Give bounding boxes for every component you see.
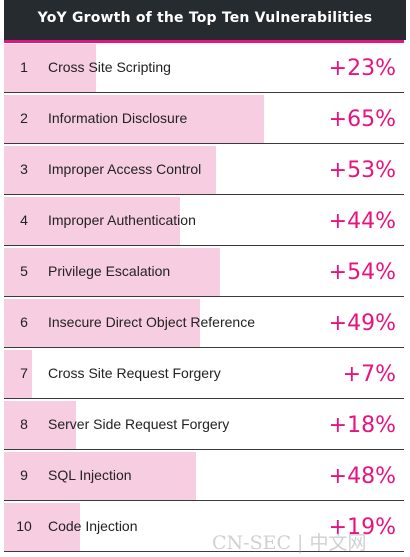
category-label: Cross Site Request Forgery	[48, 365, 221, 381]
category-label: Server Side Request Forgery	[48, 416, 230, 432]
chart-bar	[4, 146, 216, 194]
rank-label: 8	[20, 416, 28, 432]
chart-row: 1 Cross Site Scripting +23%	[4, 44, 404, 95]
rank-label: 10	[16, 518, 32, 534]
value-label: +23%	[328, 56, 396, 81]
rank-label: 4	[20, 212, 28, 228]
value-label: +65%	[328, 107, 396, 132]
rank-label: 2	[20, 110, 28, 126]
value-label: +48%	[328, 464, 396, 489]
chart-bar	[4, 197, 180, 245]
category-label: SQL Injection	[48, 467, 132, 483]
row-divider	[4, 551, 404, 552]
category-label: Improper Authentication	[48, 212, 196, 228]
chart-bar	[4, 401, 76, 449]
category-label: Privilege Escalation	[48, 263, 171, 279]
row-divider	[4, 500, 404, 501]
value-label: +54%	[328, 260, 396, 285]
category-label: Code Injection	[48, 518, 138, 534]
category-label: Improper Access Control	[48, 161, 202, 177]
rank-label: 6	[20, 314, 28, 330]
rank-label: 5	[20, 263, 28, 279]
row-divider	[4, 398, 404, 399]
chart-row: 8 Server Side Request Forgery +18%	[4, 401, 404, 452]
value-label: +53%	[328, 158, 396, 183]
row-divider	[4, 449, 404, 450]
chart-bar	[4, 350, 32, 398]
category-label: Information Disclosure	[48, 110, 188, 126]
chart-bar	[4, 299, 200, 347]
rank-label: 9	[20, 467, 28, 483]
chart-row: 6 Insecure Direct Object Reference +49%	[4, 299, 404, 350]
rank-label: 1	[20, 59, 28, 75]
value-label: +44%	[328, 209, 396, 234]
chart-bar	[4, 503, 80, 551]
row-divider	[4, 296, 404, 297]
category-label: Cross Site Scripting	[48, 59, 171, 75]
value-label: +7%	[342, 362, 396, 387]
chart-row: 9 SQL Injection +48%	[4, 452, 404, 503]
chart-row: 5 Privilege Escalation +54%	[4, 248, 404, 299]
chart-row: 4 Improper Authentication +44%	[4, 197, 404, 248]
chart-bar	[4, 95, 264, 143]
title-accent-line	[4, 40, 404, 43]
watermark: CN-SEC | 中文网	[212, 532, 367, 554]
chart-bar	[4, 248, 220, 296]
rank-label: 7	[20, 365, 28, 381]
chart-row: 2 Information Disclosure +65%	[4, 95, 404, 146]
value-label: +19%	[328, 515, 396, 540]
chart-row: 3 Improper Access Control +53%	[4, 146, 404, 197]
chart-row: 7 Cross Site Request Forgery +7%	[4, 350, 404, 401]
row-divider	[4, 92, 404, 93]
chart-row: 10 Code Injection +19%	[4, 503, 404, 554]
chart-bar	[4, 44, 96, 92]
row-divider	[4, 143, 404, 144]
category-label: Insecure Direct Object Reference	[48, 314, 255, 330]
row-divider	[4, 347, 404, 348]
row-divider	[4, 194, 404, 195]
row-divider	[4, 245, 404, 246]
title-bar: YoY Growth of the Top Ten Vulnerabilitie…	[4, 0, 406, 40]
chart-bar	[4, 452, 196, 500]
rank-label: 3	[20, 161, 28, 177]
value-label: +49%	[328, 311, 396, 336]
chart-title: YoY Growth of the Top Ten Vulnerabilitie…	[37, 10, 373, 26]
value-label: +18%	[328, 413, 396, 438]
